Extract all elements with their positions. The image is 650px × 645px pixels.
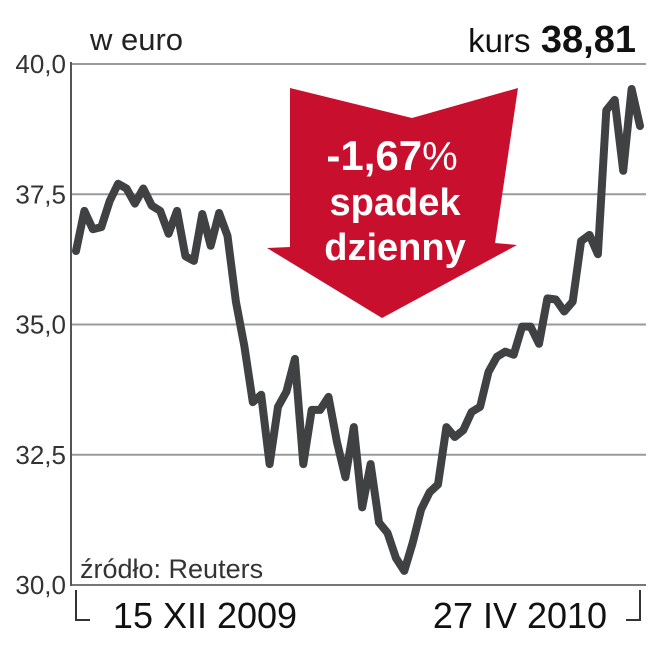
y-tick-label: 32,5 (15, 440, 66, 470)
annotation-change-value: -1,67 (326, 132, 422, 179)
annotation-line2: dzienny (324, 227, 465, 269)
x-tick-label-start: 15 XII 2009 (113, 595, 297, 636)
y-axis-labels: 40,0 37,5 35,0 32,5 30,0 (15, 49, 66, 600)
headline-label: kurs (468, 22, 530, 59)
y-tick-label: 30,0 (15, 570, 66, 600)
down-arrow-annotation (267, 88, 518, 318)
x-bracket-left (75, 590, 90, 621)
y-tick-label: 35,0 (15, 310, 66, 340)
unit-label: w euro (89, 22, 183, 57)
y-tick-label: 37,5 (15, 179, 66, 209)
y-tick-label: 40,0 (15, 49, 66, 79)
x-tick-label-end: 27 IV 2010 (433, 595, 607, 636)
annotation-percent: % (422, 135, 458, 179)
annotation-change: -1,67% (326, 132, 457, 179)
annotation-line1: spadek (330, 182, 462, 224)
source-label: źródło: Reuters (80, 554, 263, 584)
headline: kurs 38,81 (468, 19, 636, 61)
x-bracket-right (626, 590, 641, 621)
price-line (72, 85, 644, 575)
grid-lines (71, 63, 646, 586)
headline-value: 38,81 (541, 19, 636, 61)
